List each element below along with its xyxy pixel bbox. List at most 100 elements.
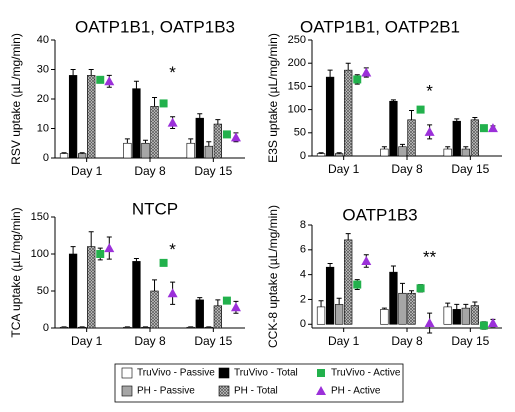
y-tick-label: 8 <box>300 219 306 231</box>
active-marker <box>168 288 178 297</box>
bar <box>444 149 452 156</box>
x-tick-label: Day 1 <box>328 162 360 176</box>
bar <box>187 143 195 158</box>
bar <box>133 261 141 328</box>
x-tick-label: Day 15 <box>451 162 489 176</box>
y-tick-label: 0 <box>43 152 49 164</box>
legend-label: TruVivo - Total <box>234 368 298 379</box>
y-tick-label: 150 <box>288 80 306 92</box>
y-axis-label: TCA uptake (µL/mg/min) <box>9 207 23 337</box>
y-tick-label: 6 <box>300 244 306 256</box>
y-tick-label: 10 <box>37 122 49 134</box>
legend-label: TruVivo - Active <box>331 368 401 379</box>
bar <box>335 154 343 156</box>
x-tick-label: Day 1 <box>328 334 360 348</box>
bar <box>214 124 222 158</box>
y-tick-label: 0 <box>43 322 49 334</box>
error-bar <box>463 304 468 308</box>
error-bar <box>454 304 459 309</box>
active-marker <box>488 123 498 132</box>
bar <box>390 272 398 324</box>
x-tick-label: Day 8 <box>134 334 166 348</box>
active-marker <box>480 322 488 330</box>
bar <box>344 240 352 324</box>
error-bar <box>382 147 387 149</box>
error-bar <box>188 139 193 143</box>
bar <box>381 149 389 156</box>
bar <box>390 101 398 156</box>
y-tick-label: 0 <box>300 150 306 162</box>
bar <box>317 307 325 324</box>
bar <box>124 143 132 158</box>
x-tick-label: Day 8 <box>391 334 423 348</box>
legend-swatch <box>317 369 325 377</box>
bar <box>69 254 77 328</box>
active-marker <box>104 76 114 85</box>
active-marker <box>104 243 114 252</box>
y-axis-label: CCK-8 uptake (µL/mg/min) <box>266 205 280 348</box>
error-bar <box>134 258 139 261</box>
significance-label: * <box>169 240 176 259</box>
y-tick-label: 200 <box>288 57 306 69</box>
active-marker <box>361 256 371 265</box>
bar <box>326 267 334 324</box>
bar <box>399 293 407 324</box>
error-bar <box>215 300 220 306</box>
error-bar <box>197 298 202 300</box>
bar <box>408 293 416 324</box>
bar <box>142 143 150 158</box>
error-bar <box>337 298 342 304</box>
x-tick-label: Day 1 <box>71 334 103 348</box>
y-tick-label: 50 <box>294 127 306 139</box>
y-tick-label: 4 <box>300 269 306 281</box>
error-bar <box>463 147 468 149</box>
active-marker <box>231 132 241 141</box>
y-tick-label: 0 <box>300 318 306 330</box>
y-tick-label: 20 <box>37 93 49 105</box>
legend-swatch <box>122 386 132 396</box>
x-tick-label: Day 8 <box>134 164 166 178</box>
error-bar <box>89 232 94 247</box>
active-marker <box>160 259 168 267</box>
error-bar <box>197 114 202 118</box>
error-bar <box>346 234 351 240</box>
legend-swatch <box>122 368 132 378</box>
bar <box>471 120 479 156</box>
bar <box>205 146 213 158</box>
bar <box>78 154 86 158</box>
active-marker <box>425 318 435 327</box>
error-bar <box>409 111 414 120</box>
bar <box>462 308 470 324</box>
bar <box>381 309 389 324</box>
y-tick-label: 40 <box>37 34 49 46</box>
active-marker <box>223 297 231 305</box>
error-bar <box>71 247 76 254</box>
chart-title: OATP1B1, OATP2B1 <box>300 17 460 36</box>
y-tick-label: 100 <box>288 104 306 116</box>
error-bar <box>89 70 94 76</box>
x-tick-label: Day 15 <box>451 334 489 348</box>
error-bar <box>472 302 477 306</box>
active-marker <box>361 67 371 76</box>
legend-label: TruVivo - Passive <box>137 368 215 379</box>
x-tick-label: Day 15 <box>194 164 232 178</box>
active-marker <box>425 127 435 136</box>
legend-label: PH - Passive <box>137 386 195 397</box>
active-marker <box>417 284 425 292</box>
bar <box>317 154 325 156</box>
y-tick-label: 2 <box>300 293 306 305</box>
active-marker <box>353 75 361 83</box>
bar <box>399 147 407 156</box>
y-axis-label: RSV uptake (µL/mg/min) <box>9 33 23 165</box>
y-tick-label: 100 <box>31 248 49 260</box>
error-bar <box>328 70 333 77</box>
error-bar <box>319 301 324 307</box>
legend-label: PH - Active <box>331 386 381 397</box>
significance-label: * <box>426 81 433 100</box>
active-marker <box>96 76 104 84</box>
error-bar <box>346 63 351 70</box>
legend-swatch <box>219 386 229 396</box>
x-tick-label: Day 1 <box>71 164 103 178</box>
bar <box>462 149 470 156</box>
